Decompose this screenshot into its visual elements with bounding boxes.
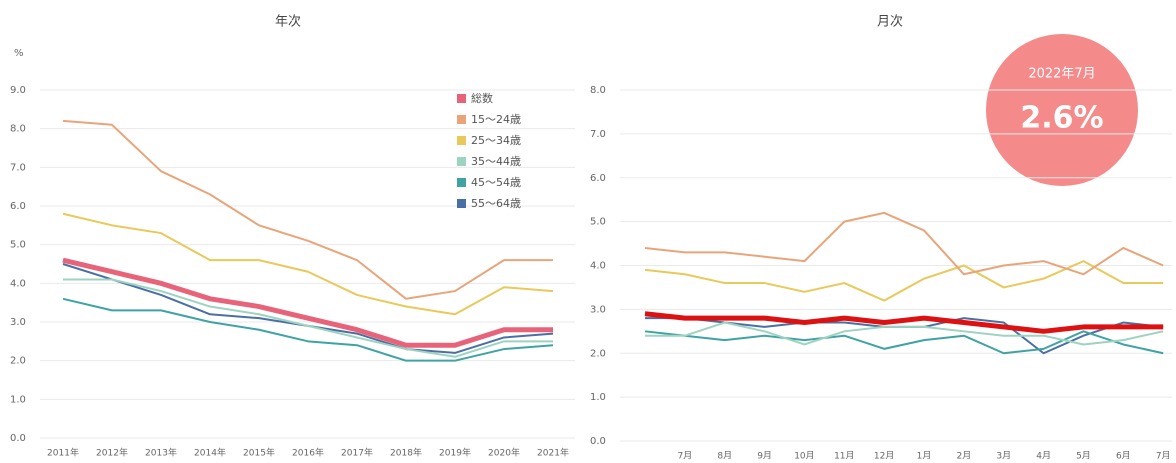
chart-title: 年次 bbox=[275, 14, 301, 30]
y-tick-label: 3.0 bbox=[10, 317, 26, 328]
x-tick-label: 1月 bbox=[917, 451, 932, 460]
x-tick-label: 5月 bbox=[1076, 451, 1091, 460]
legend-swatch bbox=[457, 199, 466, 208]
x-tick-label: 7月 bbox=[1156, 451, 1171, 460]
legend-label: 35～44歳 bbox=[471, 155, 521, 168]
legend-swatch bbox=[457, 115, 466, 124]
y-tick-label: 6.0 bbox=[590, 173, 606, 184]
x-tick-label: 6月 bbox=[1116, 451, 1131, 460]
badge-label: 2022年7月 bbox=[1028, 67, 1095, 82]
x-tick-label: 2021年 bbox=[537, 447, 569, 459]
x-tick-label: 2015年 bbox=[243, 447, 275, 459]
series-line bbox=[644, 211, 1164, 276]
x-tick-label: 2017年 bbox=[341, 447, 373, 459]
y-tick-label: 7.0 bbox=[590, 129, 606, 140]
legend-swatch bbox=[457, 94, 466, 103]
series-line bbox=[645, 321, 1164, 346]
series-line bbox=[62, 119, 553, 300]
y-tick-label: 4.0 bbox=[590, 261, 606, 272]
legend-swatch bbox=[457, 157, 466, 166]
y-tick-label: 8.0 bbox=[10, 124, 26, 135]
x-tick-label: 7月 bbox=[677, 451, 692, 460]
x-tick-label: 12月 bbox=[874, 451, 894, 460]
badge bbox=[986, 34, 1138, 186]
legend-label: 55～64歳 bbox=[471, 197, 521, 210]
x-tick-label: 9月 bbox=[757, 451, 772, 460]
legend-label: 総数 bbox=[471, 91, 493, 105]
y-axis-label: % bbox=[14, 48, 24, 59]
y-tick-label: 0.0 bbox=[590, 436, 606, 447]
x-tick-label: 11月 bbox=[834, 451, 854, 460]
series-line bbox=[62, 297, 554, 362]
y-tick-label: 1.0 bbox=[590, 392, 606, 403]
x-tick-label: 2014年 bbox=[194, 447, 226, 459]
x-tick-label: 2018年 bbox=[390, 447, 422, 459]
y-tick-label: 5.0 bbox=[590, 217, 606, 228]
x-tick-label: 2019年 bbox=[439, 447, 471, 459]
y-tick-label: 2.0 bbox=[590, 348, 606, 359]
x-tick-label: 3月 bbox=[996, 451, 1011, 460]
y-tick-label: 9.0 bbox=[10, 85, 26, 96]
chart-title: 月次 bbox=[877, 14, 903, 30]
y-tick-label: 1.0 bbox=[10, 394, 26, 405]
x-tick-label: 2012年 bbox=[96, 447, 128, 459]
badge-value: 2.6% bbox=[1020, 101, 1103, 136]
series-line bbox=[644, 311, 1164, 334]
x-tick-label: 2013年 bbox=[145, 447, 177, 459]
legend-swatch bbox=[457, 136, 466, 145]
y-tick-label: 3.0 bbox=[590, 304, 606, 315]
series-line bbox=[62, 257, 553, 348]
legend-label: 25～34歳 bbox=[471, 134, 521, 147]
legend-label: 45～54歳 bbox=[471, 176, 521, 189]
y-tick-label: 0.0 bbox=[10, 433, 26, 444]
y-tick-label: 6.0 bbox=[10, 201, 26, 212]
series-line bbox=[62, 212, 554, 316]
y-tick-label: 4.0 bbox=[10, 278, 26, 289]
x-tick-label: 2月 bbox=[957, 451, 972, 460]
y-tick-label: 7.0 bbox=[10, 162, 26, 173]
series-line bbox=[63, 278, 553, 358]
x-tick-label: 10月 bbox=[794, 451, 814, 460]
x-tick-label: 2020年 bbox=[488, 447, 520, 459]
y-tick-label: 5.0 bbox=[10, 240, 26, 251]
series-line bbox=[644, 330, 1164, 355]
legend-swatch bbox=[457, 178, 466, 187]
x-tick-label: 8月 bbox=[717, 451, 732, 460]
y-tick-label: 2.0 bbox=[10, 356, 26, 367]
legend-label: 15～24歳 bbox=[471, 113, 521, 126]
x-tick-label: 2011年 bbox=[47, 447, 79, 459]
y-tick-label: 8.0 bbox=[590, 85, 606, 96]
x-tick-label: 2016年 bbox=[292, 447, 324, 459]
series-line bbox=[644, 260, 1164, 302]
x-tick-label: 4月 bbox=[1036, 451, 1051, 460]
